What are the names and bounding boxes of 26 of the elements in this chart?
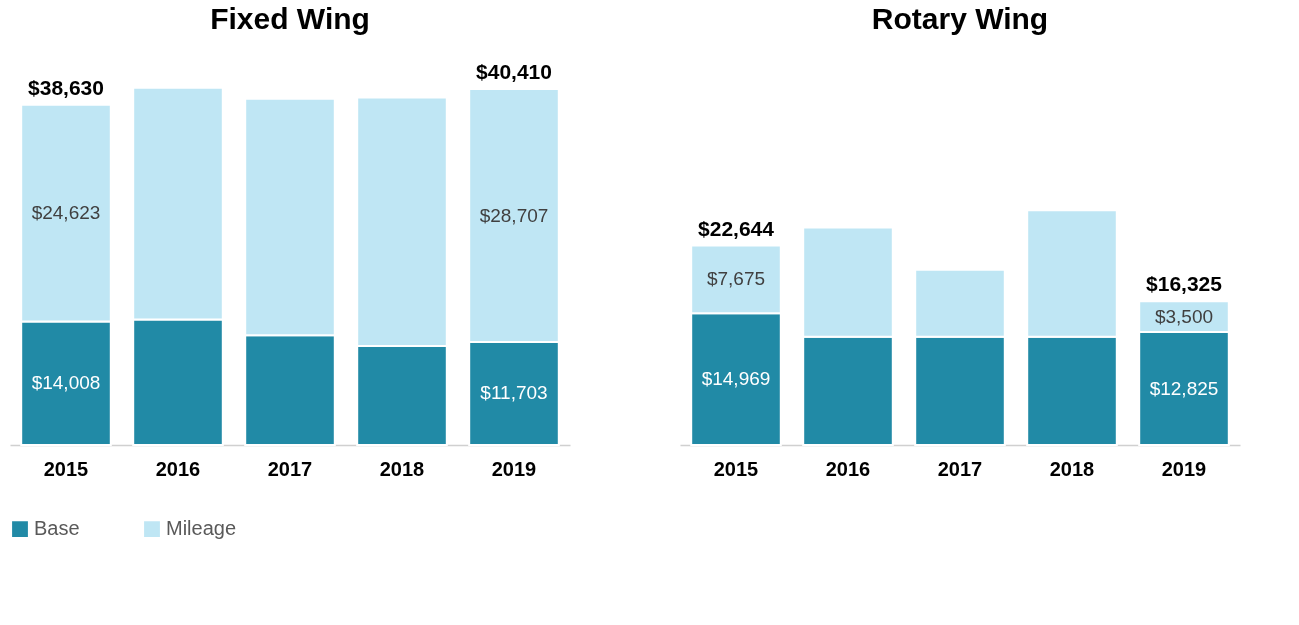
x-tick-label: 2019 <box>491 457 537 480</box>
data-label: $7,675 <box>706 268 766 290</box>
chart-title: Rotary Wing <box>871 2 1049 35</box>
x-tick-label: 2017 <box>937 457 983 480</box>
total-label: $16,325 <box>1146 272 1223 296</box>
chart-title: Fixed Wing <box>210 2 370 35</box>
legend-label: Mileage <box>166 517 237 540</box>
total-label: $38,630 <box>28 75 104 99</box>
legend-label: Base <box>34 517 80 540</box>
x-tick-label: 2016 <box>825 457 871 480</box>
x-tick-label: 2015 <box>43 457 89 480</box>
x-tick-label: 2018 <box>379 457 425 480</box>
data-label: $14,969 <box>701 368 771 390</box>
total-label: $22,644 <box>698 216 775 240</box>
data-label: $14,008 <box>31 372 101 394</box>
x-tick-label: 2018 <box>1049 457 1095 480</box>
x-tick-label: 2017 <box>267 457 313 480</box>
data-label: $3,500 <box>1154 305 1214 327</box>
total-label: $40,410 <box>476 60 552 84</box>
data-label: $11,703 <box>480 382 548 404</box>
data-label: $24,623 <box>31 202 101 224</box>
x-tick-label: 2015 <box>713 457 759 480</box>
x-tick-label: 2016 <box>155 457 201 480</box>
data-label: $28,707 <box>479 204 549 226</box>
x-tick-label: 2019 <box>1161 457 1207 480</box>
data-label: $12,825 <box>1149 377 1219 399</box>
